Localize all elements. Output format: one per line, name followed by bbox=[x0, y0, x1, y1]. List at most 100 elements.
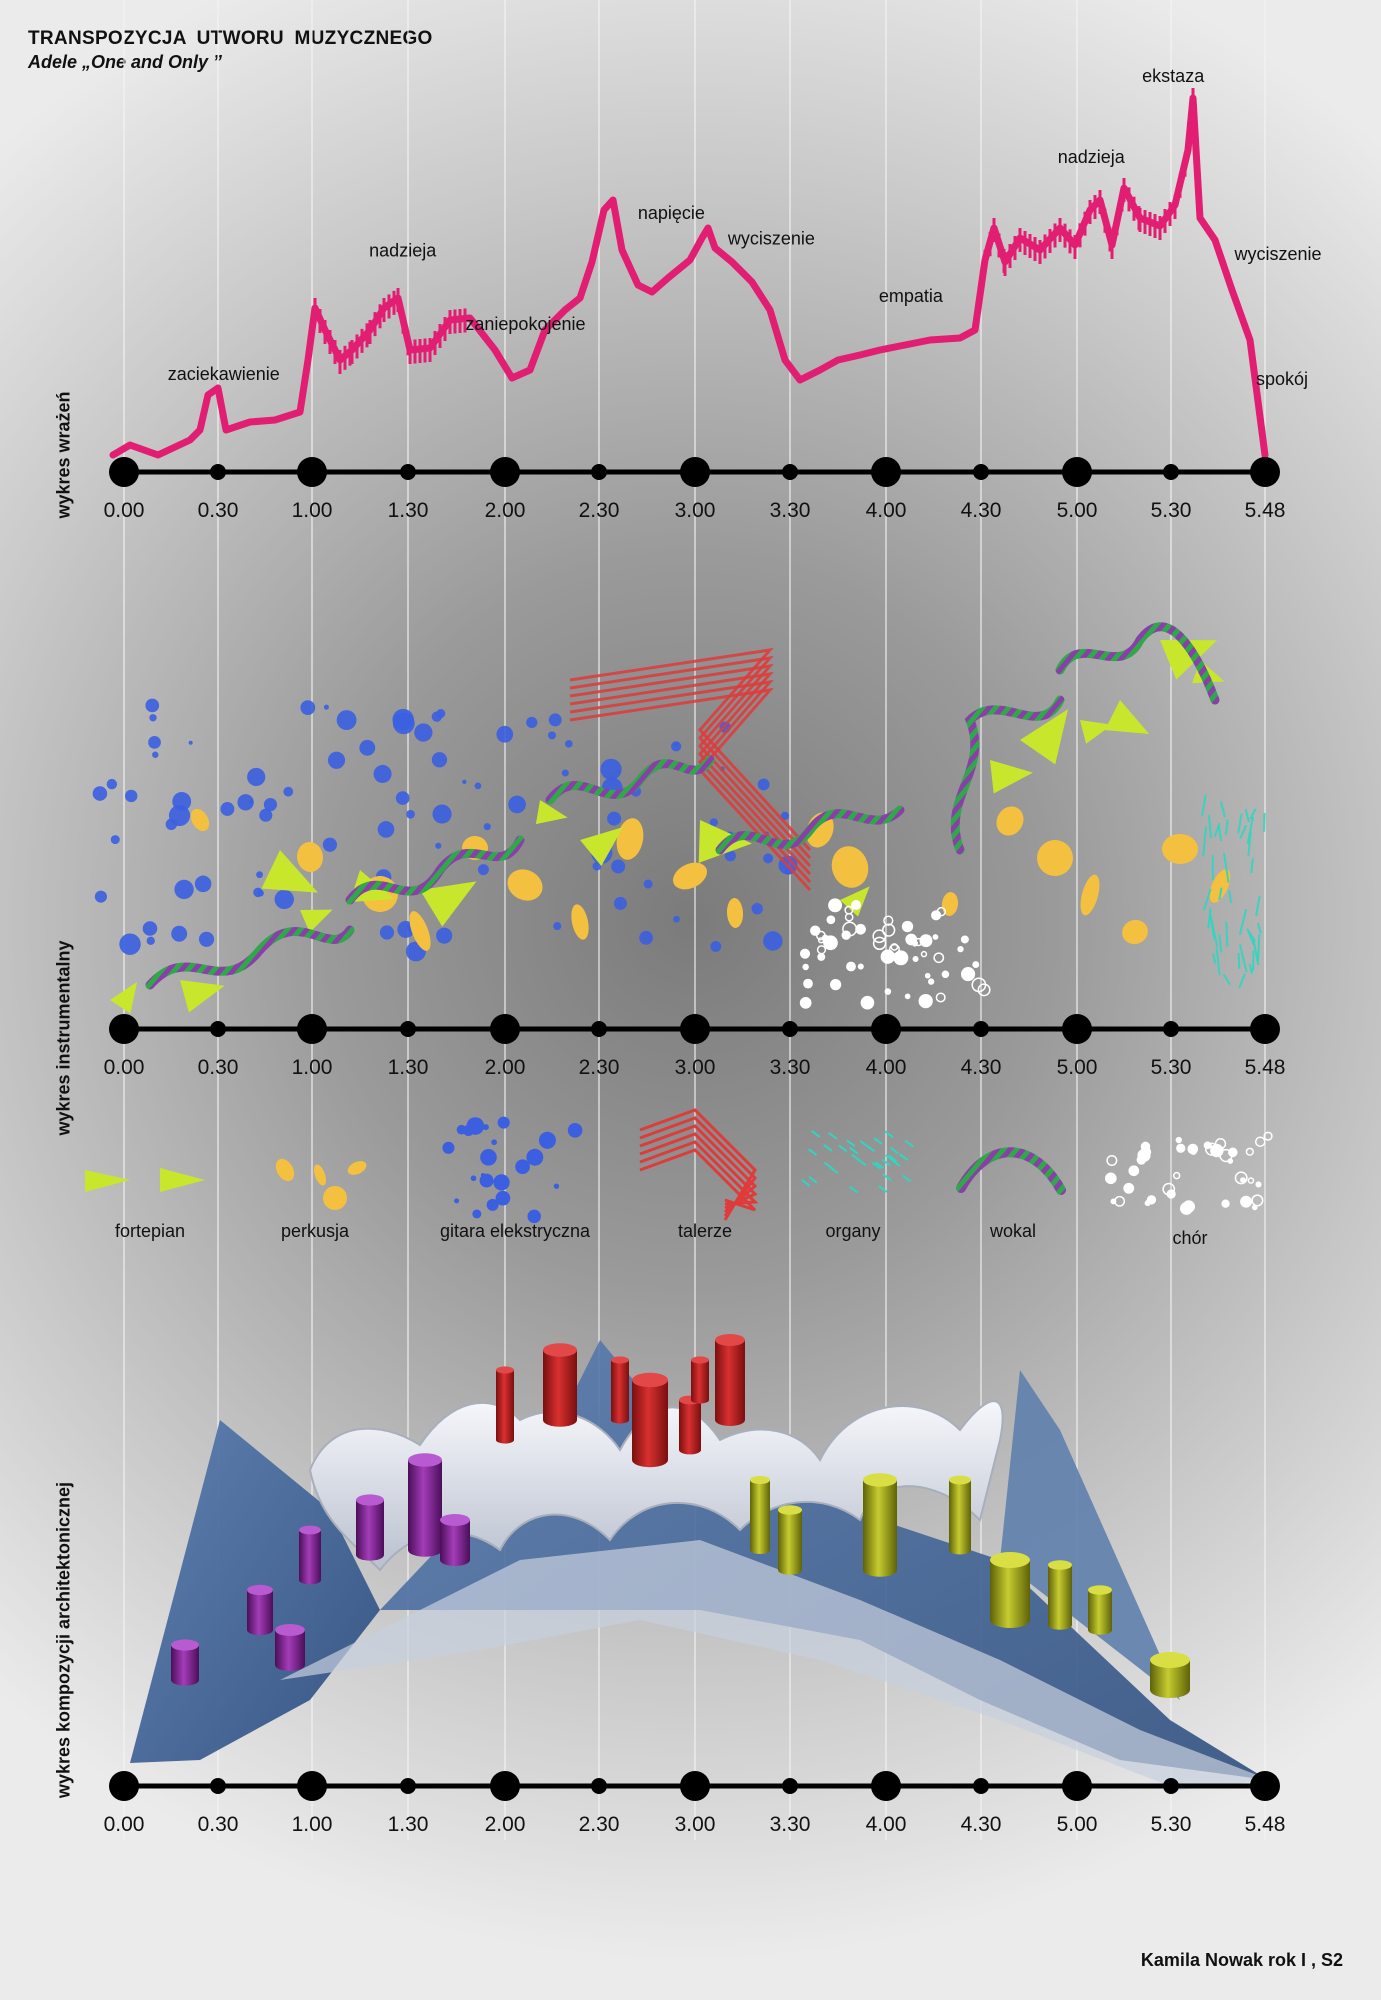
choir-dot bbox=[901, 920, 914, 933]
timeline-tick-label: 5.00 bbox=[1057, 1056, 1098, 1079]
choir-dot bbox=[936, 906, 947, 917]
guitar-splash bbox=[300, 700, 316, 716]
guitar-splash bbox=[198, 931, 215, 947]
choir-dot bbox=[846, 961, 856, 972]
choir-dot bbox=[799, 948, 811, 959]
choir-dot bbox=[920, 950, 928, 958]
percussion-icon bbox=[347, 1161, 367, 1175]
cymbal-stroke bbox=[569, 655, 812, 860]
percussion-icon bbox=[275, 1158, 295, 1182]
timeline-tick-label: 2.00 bbox=[485, 1813, 526, 1836]
guitar-splash bbox=[763, 931, 783, 951]
timeline-tick-label: 5.00 bbox=[1057, 499, 1098, 522]
guitar-splash bbox=[477, 864, 489, 876]
organ-icon bbox=[874, 1161, 885, 1169]
cymbal-stroke bbox=[569, 679, 812, 884]
choir-dot bbox=[905, 933, 918, 946]
guitar-splash bbox=[379, 925, 395, 940]
choir-dot bbox=[817, 953, 826, 961]
cymbal-stroke bbox=[569, 671, 812, 876]
legend-label-cymbals: talerze bbox=[678, 1221, 732, 1241]
guitar-splash bbox=[110, 835, 120, 845]
organ-strand bbox=[1239, 824, 1248, 840]
guitar-splash bbox=[600, 758, 622, 780]
legend-item-cymbals: talerze bbox=[639, 1108, 759, 1241]
timeline-marker bbox=[297, 457, 327, 487]
organ-icon bbox=[878, 1185, 888, 1193]
purple-cylinder-bottom bbox=[275, 1659, 305, 1671]
red-cylinder-body bbox=[715, 1340, 745, 1420]
guitar-splash bbox=[474, 782, 482, 790]
organ-strand bbox=[1219, 801, 1226, 818]
percussion-icon bbox=[313, 1164, 327, 1186]
purple-cylinder bbox=[299, 1525, 321, 1585]
page-subtitle: Adele „One and Only ” bbox=[28, 52, 223, 72]
timeline-tick-label: 0.00 bbox=[104, 1056, 145, 1079]
organ-icon bbox=[882, 1173, 892, 1181]
timeline-marker bbox=[871, 1771, 901, 1801]
organ-icon bbox=[838, 1144, 848, 1153]
vocal-ribbon bbox=[145, 925, 355, 990]
guitar-splash bbox=[395, 791, 410, 805]
choir-icon bbox=[1136, 1155, 1147, 1165]
olive-cylinder-bottom bbox=[1048, 1620, 1072, 1630]
purple-cylinder-top bbox=[356, 1494, 384, 1506]
timeline-marker bbox=[591, 1778, 607, 1794]
percussion-mark bbox=[190, 808, 210, 832]
timeline-marker bbox=[400, 464, 416, 480]
percussion-mark bbox=[296, 842, 324, 872]
olive-cylinder bbox=[778, 1505, 802, 1575]
legend-label-organ: organy bbox=[825, 1221, 880, 1241]
guitar-splash bbox=[119, 933, 141, 955]
timeline-tick-label: 5.30 bbox=[1151, 1813, 1192, 1836]
emotion-label: nadzieja bbox=[369, 240, 437, 260]
timeline-marker bbox=[490, 1014, 520, 1044]
choir-dot bbox=[935, 992, 946, 1003]
legend-item-piano: fortepian bbox=[85, 1168, 205, 1241]
red-cylinder-body bbox=[679, 1400, 701, 1450]
timeline-marker bbox=[1250, 457, 1280, 487]
guitar-splash bbox=[377, 821, 395, 838]
red-cylinder-body bbox=[496, 1370, 514, 1440]
choir-dot bbox=[960, 966, 976, 982]
organ-icon bbox=[846, 1139, 856, 1148]
red-cylinder-bottom bbox=[632, 1452, 668, 1468]
percussion-mark bbox=[409, 911, 431, 951]
organ-strand bbox=[1228, 890, 1233, 904]
organ-strand bbox=[1237, 952, 1241, 969]
guitar-icon bbox=[470, 1175, 477, 1182]
choir-dot bbox=[829, 978, 842, 991]
olive-cylinder-bottom bbox=[750, 1546, 770, 1554]
timeline-marker bbox=[591, 464, 607, 480]
guitar-splash bbox=[94, 890, 107, 903]
organ-strand bbox=[1225, 921, 1229, 947]
percussion-mark bbox=[616, 818, 644, 860]
guitar-splash bbox=[253, 887, 263, 898]
guitar-splash bbox=[508, 795, 526, 814]
choir-dot bbox=[932, 934, 939, 940]
red-cylinder bbox=[679, 1395, 701, 1455]
guitar-icon bbox=[553, 1183, 560, 1189]
red-cylinder-bottom bbox=[611, 1416, 629, 1424]
timeline-marker bbox=[490, 457, 520, 487]
timeline-marker bbox=[109, 1771, 139, 1801]
timeline-marker bbox=[210, 1778, 226, 1794]
instrument-legend: fortepian perkusja gitara elekstryczna tale… bbox=[85, 1108, 1273, 1248]
timeline-tick-label: 1.30 bbox=[388, 1813, 429, 1836]
choir-icon bbox=[1144, 1200, 1151, 1207]
timeline-tick-label: 1.00 bbox=[292, 1813, 333, 1836]
organ-icon bbox=[885, 1154, 895, 1162]
purple-cylinder-body bbox=[440, 1520, 470, 1560]
guitar-splash bbox=[220, 802, 235, 816]
percussion-icon bbox=[323, 1186, 347, 1210]
guitar-splash bbox=[435, 842, 442, 849]
organ-icon bbox=[849, 1146, 859, 1155]
organ-strand bbox=[1207, 814, 1212, 839]
vocal-ribbon bbox=[545, 755, 715, 805]
choir-dot bbox=[960, 935, 969, 944]
page-title: TRANSPOZYCJA UTWORU MUZYCZNEGO bbox=[28, 28, 433, 49]
choir-dot bbox=[941, 970, 950, 979]
guitar-splash bbox=[547, 731, 556, 740]
organ-icon bbox=[873, 1137, 883, 1145]
emotion-chart: zaciekawienie nadzieja zaniepokojenie napię… bbox=[109, 66, 1322, 459]
